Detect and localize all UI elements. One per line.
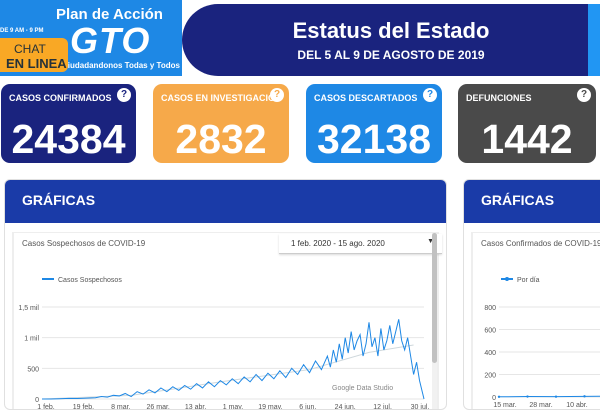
data-point (554, 395, 558, 398)
y-tick-label: 500 (27, 366, 39, 373)
stat-label: CASOS EN INVESTIGACIÓN (161, 93, 273, 103)
graficas-panel-confirmados: GRÁFICAS Casos Confirmados de COVID-19 P… (463, 179, 600, 410)
stat-value: 32138 (316, 116, 431, 162)
y-tick-label: 800 (484, 305, 496, 312)
chat-en-linea-button[interactable]: CHAT EN LINEA (0, 38, 68, 72)
suspected-cases-chart: Casos Sospechosos 0 500 1 mil 1,5 mil 1 feb. 1… (18, 277, 430, 410)
chevron-down-icon: ▼ (427, 238, 434, 245)
x-tick-label: 19 may. (258, 404, 282, 410)
scrollbar-thumb[interactable] (432, 233, 437, 363)
help-icon[interactable]: ? (423, 88, 437, 102)
graficas-panel-sospechosos: GRÁFICAS Casos Sospechosos de COVID-19 1… (4, 179, 447, 410)
panel-title: GRÁFICAS (22, 192, 96, 208)
logo-tagline: Ciudadandonos Todas y Todos (62, 61, 180, 70)
legend-label: Casos Sospechosos (58, 277, 122, 284)
x-tick-label: 24 jun. (335, 404, 356, 410)
data-point (526, 395, 529, 398)
y-tick-label: 0 (35, 397, 39, 404)
chat-hours-text: DE 9 AM - 9 PM (0, 28, 44, 34)
x-tick-label: 6 jun. (299, 404, 316, 410)
stat-card-descartados: CASOS DESCARTADOS ? 32138 (306, 84, 442, 163)
confirmed-cases-chart: Por día 0 200 400 600 800 15 mar. 28 mar. 10 abr… (484, 277, 600, 409)
x-tick-label: 26 mar. (147, 404, 170, 410)
panel-header: GRÁFICAS (464, 180, 600, 223)
x-tick-label: 28 mar. (529, 402, 552, 409)
chart-card: Casos Sospechosos de COVID-19 1 feb. 202… (14, 233, 442, 410)
date-range-dropdown[interactable]: 1 feb. 2020 - 15 ago. 2020 ▼ (279, 234, 442, 254)
y-tick-label: 400 (484, 350, 496, 357)
stat-value: 1442 (481, 116, 573, 162)
help-icon[interactable]: ? (117, 88, 131, 102)
y-tick-label: 600 (484, 328, 496, 335)
plan-de-accion-text: Plan de Acción (56, 6, 163, 23)
x-tick-label: 15 mar. (493, 402, 516, 409)
date-range-value: 1 feb. 2020 - 15 ago. 2020 (291, 239, 385, 248)
site-header: Plan de Acción GTO Ciudadandonos Todas y… (0, 0, 600, 76)
x-tick-label: 10 abr. (566, 402, 587, 409)
gto-logo: GTO (70, 20, 151, 61)
chart-caption: Casos Confirmados de COVID-19 (481, 239, 600, 248)
chat-label: CHAT (14, 42, 46, 56)
y-tick-label: 1 mil (24, 336, 39, 343)
x-tick-label: 8 mar. (111, 404, 131, 410)
stat-label: CASOS CONFIRMADOS (9, 93, 112, 103)
stat-value: 2832 (175, 116, 267, 162)
data-point (497, 395, 501, 398)
panel-body: Casos Confirmados de COVID-19 Por día 0 20… (471, 232, 600, 409)
stat-label: DEFUNCIONES (466, 93, 532, 103)
page-title: Estatus del Estado (292, 18, 490, 43)
stat-value: 24384 (11, 116, 126, 162)
legend-label: Por día (517, 277, 540, 284)
brand-area: Plan de Acción GTO Ciudadandonos Todas y… (0, 0, 182, 76)
data-studio-watermark: Google Data Studio (332, 385, 394, 392)
chart-caption: Casos Sospechosos de COVID-19 (22, 239, 146, 248)
en-linea-label: EN LINEA (6, 56, 67, 71)
x-tick-label: 13 abr. (185, 404, 206, 410)
page-subtitle: DEL 5 AL 9 DE AGOSTO DE 2019 (297, 48, 485, 62)
panel-header: GRÁFICAS (5, 180, 446, 223)
x-tick-label: 1 may. (223, 404, 244, 410)
help-icon[interactable]: ? (577, 88, 591, 102)
y-tick-label: 1,5 mil (18, 305, 39, 312)
stat-card-investigacion: CASOS EN INVESTIGACIÓN ? 2832 (153, 84, 289, 163)
x-tick-label: 30 jul. (411, 404, 430, 410)
chart-scrollbar[interactable] (432, 233, 437, 409)
chart-card: Casos Confirmados de COVID-19 Por día 0 20… (473, 233, 600, 409)
y-tick-label: 200 (484, 373, 496, 380)
legend-marker (505, 277, 509, 281)
x-tick-label: 19 feb. (73, 404, 94, 410)
banner-accent (588, 4, 600, 76)
panel-title: GRÁFICAS (481, 192, 555, 208)
x-tick-label: 1 feb. (37, 404, 55, 410)
series-line-sospechosos (42, 319, 425, 400)
help-icon[interactable]: ? (270, 88, 284, 102)
data-point (583, 395, 586, 398)
y-tick-label: 0 (492, 395, 496, 402)
stat-card-confirmados: CASOS CONFIRMADOS ? 24384 (1, 84, 136, 163)
status-banner: Estatus del Estado DEL 5 AL 9 DE AGOSTO … (182, 4, 600, 76)
stat-label: CASOS DESCARTADOS (314, 93, 418, 103)
panel-body: Casos Sospechosos de COVID-19 1 feb. 202… (12, 232, 442, 410)
x-tick-label: 12 jul. (373, 404, 392, 410)
stat-card-defunciones: DEFUNCIONES ? 1442 (458, 84, 596, 163)
